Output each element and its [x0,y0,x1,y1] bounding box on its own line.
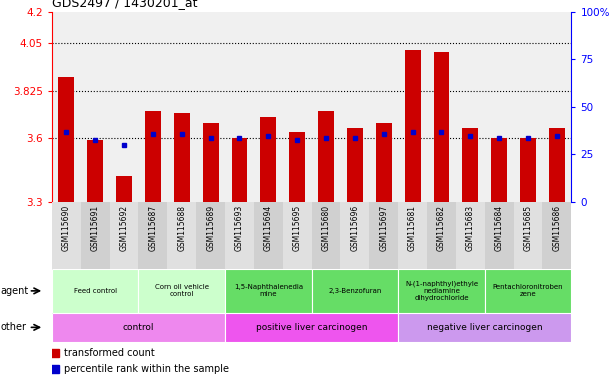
Bar [514,202,543,269]
Text: Feed control: Feed control [74,288,117,294]
Bar [109,202,139,269]
Text: agent: agent [1,286,29,296]
Bar [87,141,103,202]
Bar [398,313,571,342]
Text: Pentachloronitroben
zene: Pentachloronitroben zene [492,285,563,297]
Text: GSM115685: GSM115685 [524,205,533,251]
Bar [254,202,283,269]
Text: GSM115695: GSM115695 [293,205,302,251]
Bar [52,202,81,269]
Text: transformed count: transformed count [64,348,155,358]
Text: control: control [123,323,154,332]
Text: GSM115697: GSM115697 [379,205,388,251]
Bar [312,202,340,269]
Bar [116,176,132,202]
Bar [376,124,392,202]
Bar [145,111,161,202]
Text: 2,3-Benzofuran: 2,3-Benzofuran [328,288,382,294]
Bar [283,202,312,269]
Text: GDS2497 / 1430201_at: GDS2497 / 1430201_at [52,0,197,9]
Text: GSM115690: GSM115690 [62,205,71,251]
Text: negative liver carcinogen: negative liver carcinogen [427,323,543,332]
Text: 1,5-Naphthalenedia
mine: 1,5-Naphthalenedia mine [234,285,303,297]
Bar [398,269,485,313]
Bar [289,132,305,202]
Text: GSM115691: GSM115691 [90,205,100,251]
Bar [340,202,369,269]
Text: GSM115683: GSM115683 [466,205,475,251]
Text: GSM115682: GSM115682 [437,205,446,251]
Bar [404,50,420,202]
Bar [347,128,363,202]
Bar [520,138,536,202]
Bar [456,202,485,269]
Bar [59,77,75,202]
Bar [398,202,427,269]
Bar [491,138,507,202]
Bar [549,128,565,202]
Text: GSM115680: GSM115680 [321,205,331,251]
Bar [318,111,334,202]
Text: percentile rank within the sample: percentile rank within the sample [64,364,229,374]
Text: GSM115694: GSM115694 [264,205,273,251]
Bar [260,117,276,202]
Bar [369,202,398,269]
Bar [485,269,571,313]
Bar [139,202,167,269]
Text: GSM115696: GSM115696 [350,205,359,251]
Bar [434,52,449,202]
Text: Corn oil vehicle
control: Corn oil vehicle control [155,285,209,297]
Bar [225,269,312,313]
Bar [196,202,225,269]
Bar [543,202,571,269]
Bar [232,138,247,202]
Text: GSM115692: GSM115692 [120,205,128,251]
Bar [139,269,225,313]
Bar [485,202,514,269]
Bar [81,202,109,269]
Bar [312,269,398,313]
Bar [225,202,254,269]
Bar [203,124,219,202]
Text: GSM115693: GSM115693 [235,205,244,251]
Bar [52,269,139,313]
Text: other: other [1,322,27,333]
Text: GSM115681: GSM115681 [408,205,417,251]
Bar [52,313,225,342]
Text: GSM115687: GSM115687 [148,205,158,251]
Bar [427,202,456,269]
Text: GSM115689: GSM115689 [206,205,215,251]
Text: GSM115684: GSM115684 [495,205,503,251]
Text: GSM115686: GSM115686 [552,205,562,251]
Bar [463,128,478,202]
Text: N-(1-naphthyl)ethyle
nediamine
dihydrochloride: N-(1-naphthyl)ethyle nediamine dihydroch… [405,281,478,301]
Text: GSM115688: GSM115688 [177,205,186,251]
Bar [174,113,189,202]
Text: positive liver carcinogen: positive liver carcinogen [256,323,367,332]
Bar [225,313,398,342]
Bar [167,202,196,269]
